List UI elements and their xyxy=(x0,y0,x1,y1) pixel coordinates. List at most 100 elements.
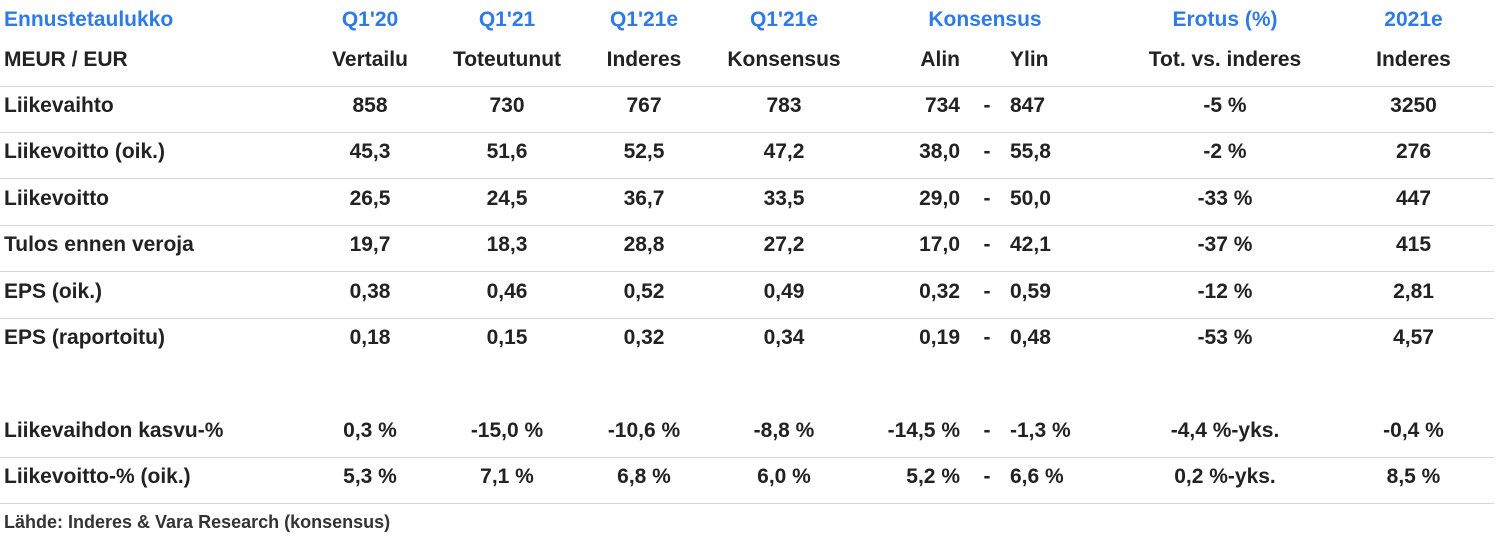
range-dash: - xyxy=(983,465,991,488)
cell-q1-20: 0,38 xyxy=(349,280,391,303)
range-dash: - xyxy=(983,187,991,210)
table-title: Ennustetaulukko xyxy=(4,8,174,31)
cell-difference: 0,2 %-yks. xyxy=(1174,465,1276,488)
cell-q1-21e-inderes: 0,52 xyxy=(623,280,665,303)
subheader-tot-vs-inderes: Tot. vs. inderes xyxy=(1148,48,1302,71)
row-label: Liikevoitto xyxy=(4,187,110,210)
row-label: EPS (oik.) xyxy=(4,280,103,303)
row-label: Tulos ennen veroja xyxy=(4,233,194,256)
table-row: Liikevoitto 26,5 24,5 36,7 33,5 29,0-50,0 -33 … xyxy=(0,179,1494,226)
subheader-alin: Alin xyxy=(920,48,960,71)
col-header-q1-20: Q1'20 xyxy=(341,8,399,31)
row-label: Liikevaihto xyxy=(4,94,114,117)
cell-2021e: 447 xyxy=(1395,187,1432,210)
cell-difference: -2 % xyxy=(1203,140,1247,163)
subheader-inderes: Inderes xyxy=(606,48,682,71)
table-row: Liikevoitto-% (oik.) 5,3 % 7,1 % 6,8 % 6,0 %… xyxy=(0,457,1494,504)
range-dash: - xyxy=(983,419,991,442)
table-row: Liikevaihto 858 730 767 783 734-847 -5 % 3250 xyxy=(0,86,1494,133)
subheader-vertailu: Vertailu xyxy=(332,48,408,71)
cell-difference: -53 % xyxy=(1197,326,1253,349)
cell-q1-21e-inderes: 36,7 xyxy=(623,187,665,210)
cell-konsensus-low: 17,0 xyxy=(919,233,960,256)
source-note: Lähde: Inderes & Vara Research (konsensu… xyxy=(4,512,391,532)
subheader-konsensus: Konsensus xyxy=(727,48,841,71)
cell-q1-21: 18,3 xyxy=(486,233,528,256)
cell-q1-20: 26,5 xyxy=(349,187,391,210)
cell-konsensus-low: 38,0 xyxy=(919,140,960,163)
header-row-subtitles: MEUR / EUR Vertailu Toteutunut Inderes K… xyxy=(0,40,1494,87)
row-label: EPS (raportoitu) xyxy=(4,326,165,349)
table-row: Liikevaihdon kasvu-% 0,3 % -15,0 % -10,6 % -… xyxy=(0,411,1494,458)
range-dash: - xyxy=(983,140,991,163)
cell-q1-21e-konsensus: -8,8 % xyxy=(753,419,815,442)
cell-2021e: 276 xyxy=(1395,140,1432,163)
cell-q1-21: -15,0 % xyxy=(470,419,544,442)
col-header-2021e: 2021e xyxy=(1384,8,1443,31)
subheader-ylin: Ylin xyxy=(1010,48,1049,71)
cell-q1-21e-inderes: 767 xyxy=(626,94,662,117)
cell-2021e: 415 xyxy=(1395,233,1432,256)
cell-difference: -12 % xyxy=(1197,280,1253,303)
cell-q1-21e-konsensus: 0,34 xyxy=(763,326,805,349)
cell-q1-21e-konsensus: 47,2 xyxy=(763,140,805,163)
col-header-q1-21e-inderes: Q1'21e xyxy=(609,8,679,31)
cell-q1-21: 7,1 % xyxy=(480,465,534,488)
col-header-erotus: Erotus (%) xyxy=(1172,8,1278,31)
cell-q1-21: 0,15 xyxy=(486,326,528,349)
cell-q1-21e-inderes: 52,5 xyxy=(623,140,665,163)
cell-q1-21: 51,6 xyxy=(486,140,528,163)
cell-konsensus-high: -1,3 % xyxy=(1010,419,1071,442)
cell-q1-21e-konsensus: 6,0 % xyxy=(757,465,811,488)
cell-konsensus-low: 0,32 xyxy=(919,280,960,303)
row-label: Liikevoitto-% (oik.) xyxy=(4,465,191,488)
cell-q1-21: 0,46 xyxy=(486,280,528,303)
cell-q1-21: 24,5 xyxy=(486,187,528,210)
header-row-periods: Ennustetaulukko Q1'20 Q1'21 Q1'21e Q1'21… xyxy=(0,0,1494,46)
table-row: Tulos ennen veroja 19,7 18,3 28,8 27,2 17,0-4… xyxy=(0,225,1494,272)
cell-konsensus-high: 42,1 xyxy=(1010,233,1051,256)
table-row: EPS (raportoitu) 0,18 0,15 0,32 0,34 0,19-0,4… xyxy=(0,318,1494,364)
cell-2021e: 4,57 xyxy=(1393,326,1434,349)
cell-konsensus-high: 0,59 xyxy=(1010,280,1051,303)
cell-q1-20: 0,18 xyxy=(349,326,391,349)
cell-q1-20: 19,7 xyxy=(349,233,391,256)
cell-q1-21e-inderes: 28,8 xyxy=(623,233,665,256)
range-dash: - xyxy=(983,326,991,349)
cell-difference: -37 % xyxy=(1197,233,1253,256)
cell-konsensus-high: 50,0 xyxy=(1010,187,1051,210)
cell-2021e: 2,81 xyxy=(1393,280,1434,303)
subheader-inderes-2021: Inderes xyxy=(1376,48,1451,71)
subheader-toteutunut: Toteutunut xyxy=(452,48,562,71)
cell-konsensus-low: -14,5 % xyxy=(887,419,960,442)
cell-q1-20: 0,3 % xyxy=(343,419,397,442)
cell-q1-21e-inderes: 6,8 % xyxy=(617,465,671,488)
cell-q1-21e-konsensus: 33,5 xyxy=(763,187,805,210)
cell-q1-21e-konsensus: 0,49 xyxy=(763,280,805,303)
cell-konsensus-high: 55,8 xyxy=(1010,140,1051,163)
unit-label: MEUR / EUR xyxy=(4,48,128,71)
cell-2021e: 8,5 % xyxy=(1386,465,1441,488)
row-label: Liikevoitto (oik.) xyxy=(4,140,166,163)
cell-q1-21e-inderes: 0,32 xyxy=(623,326,665,349)
col-header-q1-21e-konsensus: Q1'21e xyxy=(749,8,819,31)
cell-q1-21e-inderes: -10,6 % xyxy=(607,419,681,442)
cell-difference: -5 % xyxy=(1203,94,1247,117)
col-header-konsensus: Konsensus xyxy=(928,8,1042,31)
cell-konsensus-low: 0,19 xyxy=(919,326,960,349)
cell-difference: -33 % xyxy=(1197,187,1253,210)
row-label: Liikevaihdon kasvu-% xyxy=(4,419,224,442)
cell-2021e: 3250 xyxy=(1390,94,1437,117)
cell-konsensus-high: 6,6 % xyxy=(1010,465,1064,488)
cell-konsensus-high: 0,48 xyxy=(1010,326,1051,349)
cell-q1-21e-konsensus: 27,2 xyxy=(763,233,805,256)
table-row: EPS (oik.) 0,38 0,46 0,52 0,49 0,32-0,59 -12 %… xyxy=(0,272,1494,319)
range-dash: - xyxy=(983,94,991,117)
cell-konsensus-low: 29,0 xyxy=(919,187,960,210)
cell-difference: -4,4 %-yks. xyxy=(1170,419,1280,442)
cell-q1-20: 5,3 % xyxy=(343,465,397,488)
cell-2021e: -0,4 % xyxy=(1383,419,1444,442)
cell-q1-21: 730 xyxy=(489,94,525,117)
table-row: Liikevoitto (oik.) 45,3 51,6 52,5 47,2 38,0-5… xyxy=(0,132,1494,179)
